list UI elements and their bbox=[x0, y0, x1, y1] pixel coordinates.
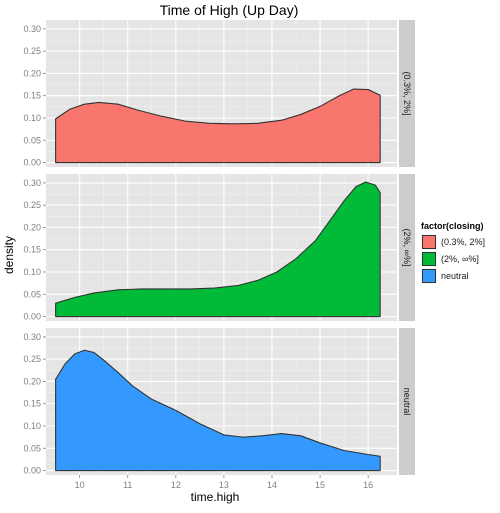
density-area bbox=[55, 181, 381, 318]
x-axis-label: time.high bbox=[191, 490, 240, 504]
y-tick-label: 0.00 bbox=[23, 312, 41, 322]
x-tick-label: 10 bbox=[75, 480, 85, 490]
legend-swatch bbox=[422, 252, 436, 266]
legend-title: factor(closing) bbox=[421, 221, 484, 231]
y-tick-label: 0.25 bbox=[23, 200, 41, 210]
legend: factor(closing) (0.3%, 2%] (2%, ∞%] neutra… bbox=[420, 221, 485, 285]
y-tick-label: 0.05 bbox=[23, 135, 41, 145]
density-area bbox=[55, 349, 381, 472]
y-tick-label: 0.30 bbox=[23, 24, 41, 34]
facet-panels: 0.000.050.100.150.200.250.30(0.3%, 2%]0.… bbox=[23, 20, 415, 476]
legend-swatch bbox=[422, 269, 436, 283]
x-axis: 10 11 12 13 14 15 16 bbox=[75, 475, 373, 490]
legend-label: (0.3%, 2%] bbox=[441, 237, 485, 247]
legend-label: (2%, ∞%] bbox=[441, 254, 479, 264]
y-tick-label: 0.00 bbox=[23, 158, 41, 168]
facet-strip bbox=[399, 20, 415, 167]
facet-strip-label: (2%, ∞%] bbox=[402, 229, 412, 267]
facet-strip-label: (0.3%, 2%] bbox=[402, 71, 412, 115]
y-tick-label: 0.20 bbox=[23, 222, 41, 232]
facet-strip-label: neutral bbox=[402, 388, 412, 416]
y-tick-label: 0.15 bbox=[23, 399, 41, 409]
legend-swatch bbox=[422, 235, 436, 249]
y-tick-label: 0.30 bbox=[23, 332, 41, 342]
y-axis-label: density bbox=[2, 236, 16, 274]
facet-panel-2: 0.00 0.05 0.10 0.15 0.20 0.25 0.30 (2%, ∞%] bbox=[23, 174, 415, 322]
y-tick-label: 0.10 bbox=[23, 421, 41, 431]
x-tick-label: 13 bbox=[219, 480, 229, 490]
x-tick-label: 11 bbox=[123, 480, 132, 490]
legend-label: neutral bbox=[441, 271, 469, 281]
y-tick-label: 0.30 bbox=[23, 178, 41, 188]
facet-panel-1: 0.00 0.05 0.10 0.15 0.20 0.25 0.30 (0.3%, 2%] bbox=[23, 20, 415, 168]
x-tick-label: 12 bbox=[171, 480, 181, 490]
y-tick-label: 0.10 bbox=[23, 113, 41, 123]
chart-title: Time of High (Up Day) bbox=[160, 2, 299, 18]
x-tick-label: 16 bbox=[363, 480, 373, 490]
facet-panel-3: 0.00 0.05 0.10 0.15 0.20 0.25 0.30 neutral bbox=[23, 328, 415, 476]
y-tick-label: 0.20 bbox=[23, 376, 41, 386]
y-tick-label: 0.20 bbox=[23, 68, 41, 78]
facet-strip bbox=[399, 174, 415, 321]
x-tick-label: 14 bbox=[267, 480, 277, 490]
facet-strip bbox=[399, 328, 415, 475]
y-tick-label: 0.15 bbox=[23, 245, 41, 255]
density-area bbox=[55, 88, 381, 164]
y-tick-label: 0.25 bbox=[23, 354, 41, 364]
y-tick-label: 0.10 bbox=[23, 267, 41, 277]
y-tick-label: 0.25 bbox=[23, 46, 41, 56]
x-tick-label: 15 bbox=[315, 480, 325, 490]
y-tick-label: 0.05 bbox=[23, 289, 41, 299]
y-tick-label: 0.05 bbox=[23, 443, 41, 453]
y-tick-label: 0.00 bbox=[23, 466, 41, 476]
y-tick-label: 0.15 bbox=[23, 91, 41, 101]
